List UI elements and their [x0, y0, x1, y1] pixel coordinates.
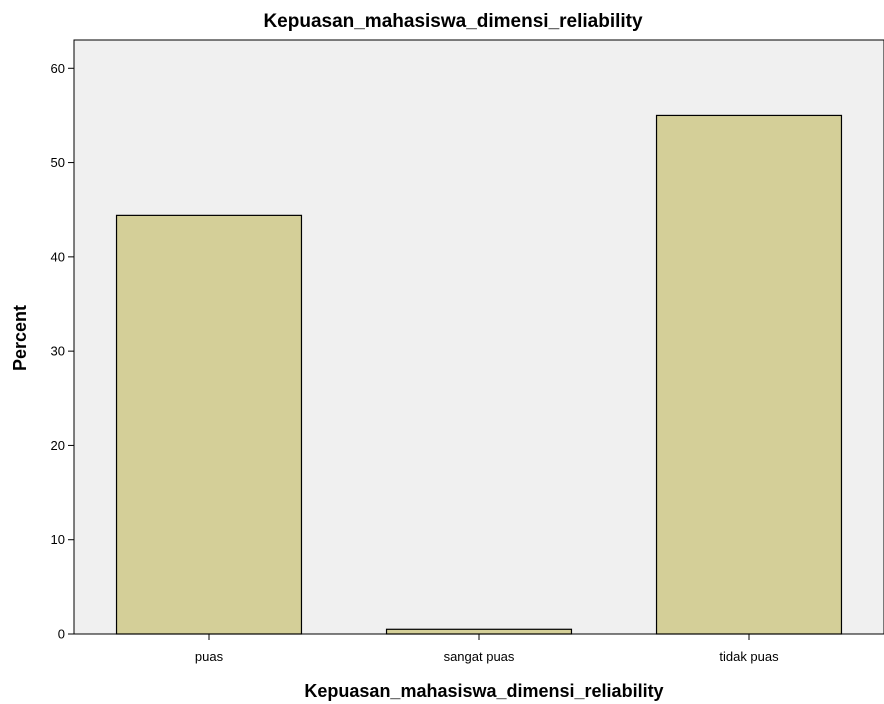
- x-axis-label: Kepuasan_mahasiswa_dimensi_reliability: [304, 681, 663, 701]
- y-tick-label: 60: [51, 61, 65, 76]
- x-tick-label: sangat puas: [444, 649, 515, 664]
- y-tick-label: 40: [51, 249, 65, 264]
- y-tick-label: 20: [51, 438, 65, 453]
- chart-title: Kepuasan_mahasiswa_dimensi_reliability: [263, 11, 643, 32]
- y-tick-label: 50: [51, 155, 65, 170]
- bar-tidak-puas: [655, 114, 843, 635]
- y-tick-label: 10: [51, 532, 65, 547]
- y-tick-label: 0: [58, 627, 65, 642]
- bar-sangat-puas: [385, 628, 573, 635]
- y-axis-ticks: 0 10 20 30 40 50 60: [51, 61, 74, 642]
- x-axis-ticks: puas sangat puas tidak puas: [195, 634, 779, 664]
- y-tick-label: 30: [51, 344, 65, 359]
- bar-puas: [115, 214, 303, 635]
- x-tick-label: tidak puas: [719, 649, 779, 664]
- bars-group: [115, 114, 843, 635]
- y-axis-label: Percent: [10, 305, 30, 371]
- x-tick-label: puas: [195, 649, 224, 664]
